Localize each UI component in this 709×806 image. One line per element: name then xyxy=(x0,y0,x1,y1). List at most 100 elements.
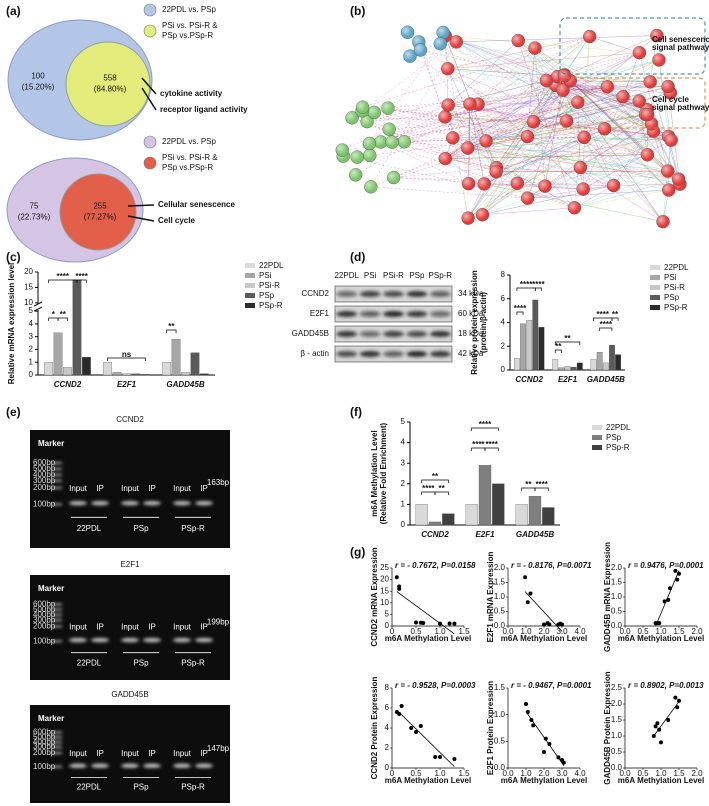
network-edge xyxy=(533,86,669,122)
legend-swatch xyxy=(143,24,157,38)
point xyxy=(675,577,680,582)
ladder-band xyxy=(52,473,62,476)
panel-label: (c) xyxy=(6,250,21,264)
network-edge xyxy=(658,59,669,137)
network-edge xyxy=(544,154,648,187)
protein-label: GADD45B xyxy=(292,329,329,338)
network-edge xyxy=(447,68,557,86)
point xyxy=(547,742,552,746)
x-tick-label: 1.5 xyxy=(458,769,470,778)
network-edge xyxy=(613,131,654,186)
pathway-label: Cell senescence xyxy=(652,35,709,44)
node-shine xyxy=(539,73,553,87)
node-shine xyxy=(449,35,463,49)
group-label: PSp xyxy=(133,782,149,791)
gel-title: GADD45B xyxy=(111,690,148,699)
point xyxy=(659,740,663,745)
node-shine xyxy=(661,80,675,94)
node-shine xyxy=(511,34,525,48)
ladder-label: 300bp xyxy=(33,476,56,485)
network-edge xyxy=(584,137,664,222)
blot-band xyxy=(430,351,451,357)
bar xyxy=(602,362,609,371)
node-shine xyxy=(567,201,581,215)
network-edge xyxy=(342,114,646,151)
y-tick-label: 0.5 xyxy=(611,607,623,616)
protein-label: β - actin xyxy=(300,349,329,358)
y-tick-label: 0.5 xyxy=(611,747,623,756)
y-tick-label: 2.0 xyxy=(611,699,623,708)
sig-bracket xyxy=(471,427,499,431)
gel-band xyxy=(91,763,109,768)
size-label: 163bp xyxy=(207,478,230,487)
network-edge xyxy=(445,158,584,190)
blot-band xyxy=(383,291,404,297)
sig-label: **** xyxy=(472,440,485,449)
legend-label: PSp vs.PSp-R xyxy=(162,31,213,40)
gel-band xyxy=(69,637,87,643)
sig-label: **** xyxy=(422,484,435,493)
network-edge xyxy=(477,47,536,105)
node-shine xyxy=(521,191,535,205)
node-shine xyxy=(571,95,585,109)
sig-bracket xyxy=(57,317,68,321)
network-edge xyxy=(527,185,614,199)
network-edge xyxy=(369,86,608,144)
point xyxy=(399,704,404,708)
network-edge xyxy=(418,41,669,137)
network-edge xyxy=(570,80,648,155)
lane-label: Input xyxy=(69,749,88,758)
network-edge xyxy=(467,59,660,149)
x-tick-label: CCND2 xyxy=(515,375,543,384)
sig-bracket xyxy=(76,279,87,283)
y-axis-label: CCND2 Protein Expression xyxy=(370,677,379,780)
venn-count: (22.73%) xyxy=(18,213,51,222)
sig-label: ** xyxy=(439,484,446,493)
point xyxy=(524,702,528,706)
network-edge xyxy=(387,107,654,132)
network-edge xyxy=(469,86,608,105)
network-edge xyxy=(369,96,624,144)
pathway-box xyxy=(559,77,706,129)
node-shine xyxy=(350,150,364,164)
x-tick-label: 1.5 xyxy=(673,769,685,778)
network-edge xyxy=(445,116,534,122)
node-shine xyxy=(527,115,541,129)
y-tick-label: 10 xyxy=(24,298,33,307)
gel-image xyxy=(30,575,230,680)
network-edge xyxy=(467,76,558,219)
node-shine xyxy=(364,180,378,194)
point xyxy=(668,586,672,591)
node-shine xyxy=(475,208,489,222)
point xyxy=(452,621,457,626)
network-edge xyxy=(518,40,614,186)
sig-label: **** xyxy=(57,272,70,281)
x-tick-label: 0.5 xyxy=(637,769,649,778)
x-tick-label: 0.0 xyxy=(502,627,514,636)
legend-label: PSp-R xyxy=(664,303,688,312)
gel-title: CCND2 xyxy=(116,415,144,424)
bar xyxy=(478,465,492,526)
gel-band xyxy=(69,500,87,506)
point xyxy=(397,712,402,716)
gel-band xyxy=(121,500,139,506)
ladder-band xyxy=(52,486,62,489)
y-tick-label: 1.5 xyxy=(611,578,623,587)
ladder-label: 500bp xyxy=(33,732,56,741)
network-edge xyxy=(389,109,648,130)
y-tick-label: 0 xyxy=(501,365,506,374)
lane-label: PSi-R xyxy=(383,271,404,280)
bar xyxy=(520,323,526,371)
ladder-label: 400bp xyxy=(33,470,56,479)
network-edge xyxy=(467,147,668,172)
ladder-label: 200bp xyxy=(33,483,56,492)
network-edge xyxy=(362,106,669,137)
network-edge xyxy=(496,136,669,168)
lane-label: Input xyxy=(173,623,192,632)
network-edge xyxy=(662,140,672,222)
node-shine xyxy=(387,171,401,185)
gel-band xyxy=(143,637,161,643)
gel-band xyxy=(195,500,213,506)
ladder-band xyxy=(52,736,62,739)
network-edge xyxy=(533,100,640,122)
